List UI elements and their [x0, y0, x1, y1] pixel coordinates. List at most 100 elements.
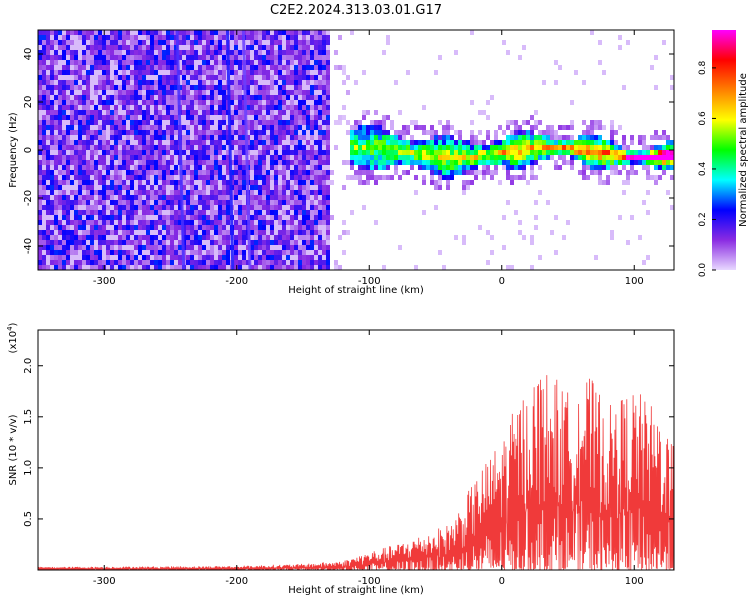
heatmap-cell	[130, 140, 134, 145]
heatmap-cell	[510, 165, 514, 170]
heatmap-cell	[254, 75, 258, 80]
heatmap-cell	[238, 85, 242, 90]
heatmap-cell	[426, 145, 430, 150]
heatmap-cell	[162, 115, 166, 120]
heatmap-cell	[218, 230, 222, 235]
heatmap-cell	[290, 185, 294, 190]
heatmap-cell	[74, 145, 78, 150]
heatmap-cell	[262, 165, 266, 170]
heatmap-cell	[266, 205, 270, 210]
heatmap-cell	[194, 35, 198, 40]
heatmap-cell	[210, 60, 214, 65]
heatmap-cell	[198, 155, 202, 160]
heatmap-cell	[486, 160, 490, 165]
heatmap-cell	[170, 185, 174, 190]
heatmap-cell	[174, 60, 178, 65]
heatmap-cell	[146, 160, 150, 165]
heatmap-cell	[178, 220, 182, 225]
heatmap-cell	[490, 140, 494, 145]
heatmap-cell	[126, 150, 130, 155]
heatmap-cell	[298, 170, 302, 175]
heatmap-cell	[438, 185, 442, 190]
heatmap-cell	[238, 100, 242, 105]
heatmap-cell	[514, 145, 518, 150]
heatmap-cell	[250, 50, 254, 55]
heatmap-cell	[190, 40, 194, 45]
heatmap-cell	[602, 140, 606, 145]
heatmap-cell	[58, 255, 62, 260]
heatmap-cell	[138, 185, 142, 190]
heatmap-cell	[322, 195, 326, 200]
heatmap-cell	[554, 135, 558, 140]
heatmap-cell	[138, 100, 142, 105]
heatmap-cell	[86, 95, 90, 100]
heatmap-cell	[50, 155, 54, 160]
heatmap-cell	[94, 265, 98, 270]
heatmap-cell	[438, 135, 442, 140]
heatmap-cell	[506, 135, 510, 140]
heatmap-cell	[302, 175, 306, 180]
heatmap-cell	[66, 55, 70, 60]
heatmap-cell	[218, 45, 222, 50]
heatmap-cell	[54, 105, 58, 110]
heatmap-cell	[118, 100, 122, 105]
heatmap-cell	[150, 250, 154, 255]
heatmap-cell	[114, 55, 118, 60]
heatmap-cell	[198, 210, 202, 215]
heatmap-cell	[122, 60, 126, 65]
heatmap-cell	[282, 150, 286, 155]
heatmap-cell	[66, 225, 70, 230]
heatmap-cell	[666, 150, 670, 155]
heatmap-cell	[134, 70, 138, 75]
heatmap-cell	[42, 115, 46, 120]
heatmap-cell	[122, 165, 126, 170]
heatmap-cell	[206, 175, 210, 180]
heatmap-cell	[174, 240, 178, 245]
heatmap-cell	[286, 80, 290, 85]
heatmap-cell	[118, 125, 122, 130]
heatmap-cell	[622, 155, 626, 160]
heatmap-cell	[298, 210, 302, 215]
heatmap-cell	[606, 140, 610, 145]
heatmap-cell	[298, 45, 302, 50]
heatmap-cell	[294, 175, 298, 180]
heatmap-cell	[94, 215, 98, 220]
heatmap-cell	[306, 175, 310, 180]
heatmap-cell	[314, 40, 318, 45]
heatmap-cell	[602, 70, 606, 75]
heatmap-cell	[258, 95, 262, 100]
heatmap-cell	[358, 135, 362, 140]
heatmap-cell	[190, 70, 194, 75]
heatmap-cell	[234, 145, 238, 150]
heatmap-cell	[322, 110, 326, 115]
heatmap-cell	[378, 135, 382, 140]
heatmap-cell	[602, 155, 606, 160]
heatmap-cell	[326, 250, 330, 255]
heatmap-cell	[150, 205, 154, 210]
heatmap-cell	[306, 260, 310, 265]
heatmap-cell	[294, 265, 298, 270]
heatmap-cell	[154, 30, 158, 35]
heatmap-cell	[66, 100, 70, 105]
heatmap-cell	[58, 195, 62, 200]
heatmap-cell	[114, 185, 118, 190]
heatmap-cell	[74, 190, 78, 195]
heatmap-cell	[258, 165, 262, 170]
heatmap-cell	[506, 160, 510, 165]
heatmap-cell	[154, 175, 158, 180]
heatmap-cell	[158, 245, 162, 250]
heatmap-cell	[570, 125, 574, 130]
heatmap-cell	[270, 210, 274, 215]
heatmap-cell	[178, 210, 182, 215]
heatmap-cell	[70, 250, 74, 255]
heatmap-cell	[222, 90, 226, 95]
heatmap-cell	[398, 140, 402, 145]
heatmap-cell	[386, 150, 390, 155]
heatmap-cell	[154, 100, 158, 105]
heatmap-cell	[46, 205, 50, 210]
heatmap-cell	[102, 250, 106, 255]
heatmap-cell	[110, 40, 114, 45]
heatmap-cell	[50, 245, 54, 250]
heatmap-cell	[310, 140, 314, 145]
heatmap-cell	[354, 170, 358, 175]
